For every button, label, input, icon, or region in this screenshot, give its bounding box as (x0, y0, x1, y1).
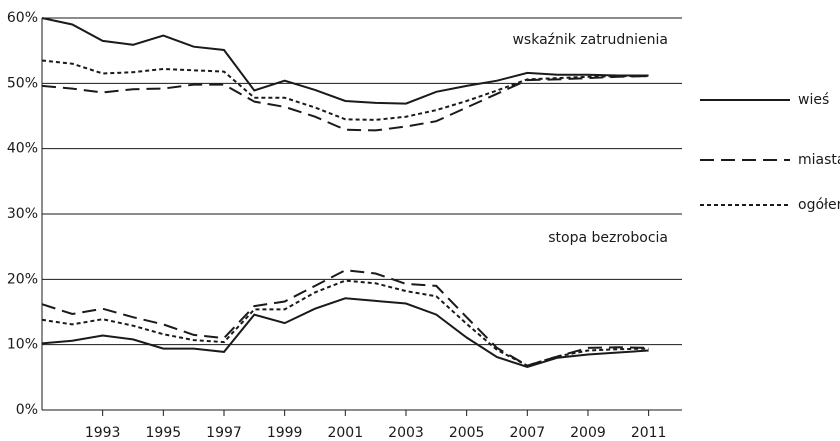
line-series (41, 75, 649, 132)
x-tick-label: 1999 (267, 425, 303, 441)
y-tick-label: 60% (7, 10, 38, 26)
x-tick-label: 1995 (146, 425, 182, 441)
x-tick-label: 1997 (206, 425, 242, 441)
y-tick-label: 20% (7, 271, 38, 287)
x-tick-label: 2009 (570, 425, 606, 441)
x-tick-label: 2001 (327, 425, 363, 441)
legend-label: ogółem (798, 197, 840, 213)
y-tick-label: 0% (16, 402, 38, 418)
x-tick-label: 2011 (631, 425, 667, 441)
line-series (41, 279, 649, 367)
x-tick-label: 2005 (449, 425, 485, 441)
x-tick-label: 2003 (388, 425, 424, 441)
x-tick-label: 1993 (85, 425, 121, 441)
y-tick-label: 50% (7, 75, 38, 91)
line-series (41, 17, 649, 105)
line-series (41, 59, 649, 121)
y-tick-label: 10% (7, 337, 38, 353)
group-label: stopa bezrobocia (548, 230, 668, 246)
legend-label: miasta (798, 152, 840, 168)
x-tick-label: 2007 (509, 425, 545, 441)
legend-label: wieś (798, 92, 829, 108)
y-tick-label: 40% (7, 141, 38, 157)
y-tick-label: 30% (7, 206, 38, 222)
group-label: wskaźnik zatrudnienia (512, 32, 668, 48)
line-series (41, 297, 649, 368)
line-series (41, 269, 649, 367)
